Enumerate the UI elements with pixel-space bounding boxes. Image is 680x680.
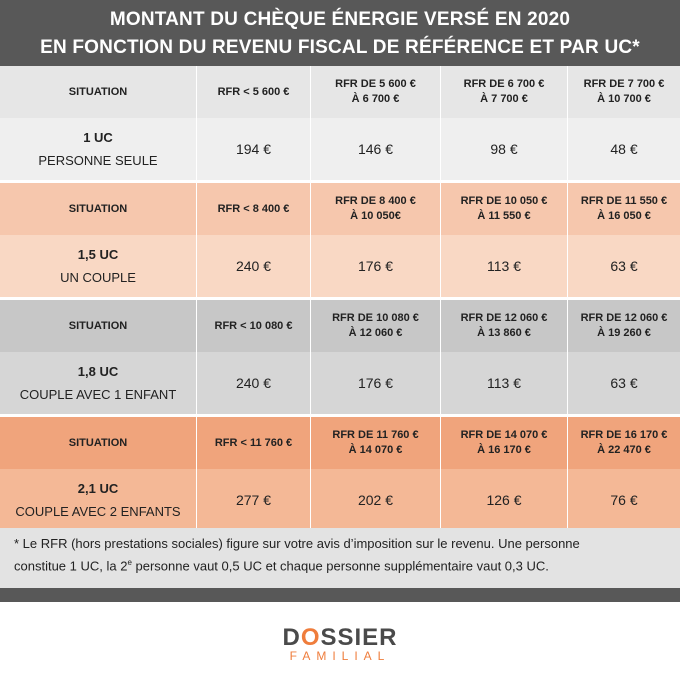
uc-label: 1,5 UC xyxy=(77,247,119,262)
logo-letter-d: D xyxy=(282,624,301,651)
header-cell-bracket-1: RFR < 8 400 € xyxy=(196,183,310,235)
situation-label: COUPLE AVEC 1 ENFANT xyxy=(19,387,177,402)
uc-label: 1,8 UC xyxy=(77,364,119,379)
header-cell-bracket-4: RFR DE 12 060 € À 19 260 € xyxy=(567,300,680,352)
amount-cell: 63 € xyxy=(567,352,680,414)
header-row-1-8uc: SITUATION RFR < 10 080 € RFR DE 10 080 €… xyxy=(0,300,680,352)
header-cell-bracket-3: RFR DE 12 060 € À 13 860 € xyxy=(440,300,567,352)
uc-label: 2,1 UC xyxy=(77,481,119,496)
header-row-1uc: SITUATION RFR < 5 600 € RFR DE 5 600 € À … xyxy=(0,66,680,118)
header-cell-bracket-4: RFR DE 16 170 € À 22 470 € xyxy=(567,417,680,469)
amount-cell: 277 € xyxy=(196,469,310,531)
data-row-1-5uc: 1,5 UC UN COUPLE 240 € 176 € 113 € 63 € xyxy=(0,235,680,297)
group-separator xyxy=(0,297,680,300)
header-cell-situation: SITUATION xyxy=(68,202,128,215)
title-line-1: MONTANT DU CHÈQUE ÉNERGIE VERSÉ EN 2020 xyxy=(109,9,571,30)
situation-cell: 1 UC PERSONNE SEULE xyxy=(0,118,196,180)
footnote-superscript: e xyxy=(127,558,132,567)
header-cell-bracket-4: RFR DE 7 700 € À 10 700 € xyxy=(567,66,680,118)
amount-cell: 176 € xyxy=(310,352,440,414)
header-cell-bracket-2: RFR DE 5 600 € À 6 700 € xyxy=(310,66,440,118)
group-separator xyxy=(0,180,680,183)
amount-cell: 240 € xyxy=(196,235,310,297)
situation-cell: 1,8 UC COUPLE AVEC 1 ENFANT xyxy=(0,352,196,414)
footnote-line-2-start: constitue 1 UC, la 2 xyxy=(14,558,128,574)
amount-cell: 48 € xyxy=(567,118,680,180)
situation-cell: 2,1 UC COUPLE AVEC 2 ENFANTS xyxy=(0,469,196,531)
footnote-line-1: * Le RFR (hors prestations sociales) fig… xyxy=(14,536,580,551)
uc-label: 1 UC xyxy=(83,130,113,145)
amount-cell: 202 € xyxy=(310,469,440,531)
bottom-divider-bar xyxy=(0,588,680,602)
header-cell-situation: SITUATION xyxy=(68,85,128,98)
situation-label: PERSONNE SEULE xyxy=(38,153,158,168)
header-cell-bracket-1: RFR < 10 080 € xyxy=(196,300,310,352)
header-cell-situation: SITUATION xyxy=(68,436,128,449)
logo-letter-o: O xyxy=(300,624,321,651)
header-cell-bracket-3: RFR DE 10 050 € À 11 550 € xyxy=(440,183,567,235)
header-cell-bracket-2: RFR DE 11 760 € À 14 070 € xyxy=(310,417,440,469)
amount-cell: 146 € xyxy=(310,118,440,180)
header-row-1-5uc: SITUATION RFR < 8 400 € RFR DE 8 400 € À … xyxy=(0,183,680,235)
data-row-1uc: 1 UC PERSONNE SEULE 194 € 146 € 98 € 48 … xyxy=(0,118,680,180)
situation-label: COUPLE AVEC 2 ENFANTS xyxy=(15,504,181,519)
amount-cell: 240 € xyxy=(196,352,310,414)
footnote: * Le RFR (hors prestations sociales) fig… xyxy=(0,528,680,588)
data-row-2-1uc: 2,1 UC COUPLE AVEC 2 ENFANTS 277 € 202 €… xyxy=(0,469,680,531)
amount-cell: 194 € xyxy=(196,118,310,180)
header-row-2-1uc: SITUATION RFR < 11 760 € RFR DE 11 760 €… xyxy=(0,417,680,469)
title-banner: MONTANT DU CHÈQUE ÉNERGIE VERSÉ EN 2020 … xyxy=(0,0,680,66)
group-separator xyxy=(0,414,680,417)
amount-cell: 126 € xyxy=(440,469,567,531)
data-row-1-8uc: 1,8 UC COUPLE AVEC 1 ENFANT 240 € 176 € … xyxy=(0,352,680,414)
amount-cell: 98 € xyxy=(440,118,567,180)
logo-subtitle: FAMILIAL xyxy=(289,649,391,663)
amount-cell: 176 € xyxy=(310,235,440,297)
dossier-familial-logo: DOSSIER FAMILIAL xyxy=(0,624,680,663)
logo-wordmark: DOSSIER xyxy=(0,624,680,652)
amount-cell: 113 € xyxy=(440,352,567,414)
amount-cell: 113 € xyxy=(440,235,567,297)
amount-cell: 76 € xyxy=(567,469,680,531)
header-cell-bracket-1: RFR < 11 760 € xyxy=(196,417,310,469)
header-cell-situation: SITUATION xyxy=(68,319,128,332)
situation-cell: 1,5 UC UN COUPLE xyxy=(0,235,196,297)
amount-cell: 63 € xyxy=(567,235,680,297)
situation-label: UN COUPLE xyxy=(60,270,136,285)
header-cell-bracket-2: RFR DE 8 400 € À 10 050€ xyxy=(310,183,440,235)
header-cell-bracket-1: RFR < 5 600 € xyxy=(196,66,310,118)
title-line-2: EN FONCTION DU REVENU FISCAL DE RÉFÉRENC… xyxy=(40,37,640,58)
header-cell-bracket-2: RFR DE 10 080 € À 12 060 € xyxy=(310,300,440,352)
cheque-energie-table: SITUATION RFR < 5 600 € RFR DE 5 600 € À … xyxy=(0,66,680,531)
logo-letters-rest: SSIER xyxy=(320,624,398,651)
header-cell-bracket-3: RFR DE 14 070 € À 16 170 € xyxy=(440,417,567,469)
footnote-line-2-end: personne vaut 0,5 UC et chaque personne … xyxy=(131,558,549,574)
header-cell-bracket-3: RFR DE 6 700 € À 7 700 € xyxy=(440,66,567,118)
header-cell-bracket-4: RFR DE 11 550 € À 16 050 € xyxy=(567,183,680,235)
footnote-line-2: constitue 1 UC, la 2e personne vaut 0,5 … xyxy=(14,553,666,575)
